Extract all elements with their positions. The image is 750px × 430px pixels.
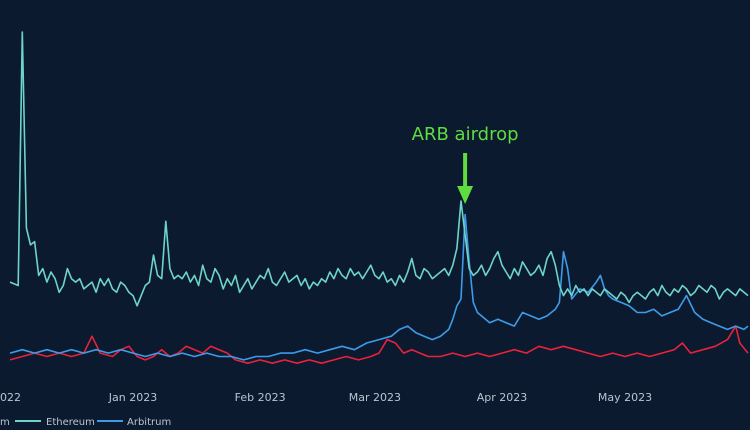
series-layer — [9, 31, 749, 365]
series-line-arbitrum — [9, 213, 749, 361]
legend: m Ethereum Arbitrum — [0, 417, 171, 428]
x-axis: 022 Jan 2023 Feb 2023 Mar 2023 Apr 2023 May 2… — [0, 391, 652, 404]
legend-label[interactable]: m — [0, 417, 10, 428]
series-line-optimism — [9, 325, 749, 365]
legend-label[interactable]: Ethereum — [46, 417, 95, 428]
x-tick-label: Jan 2023 — [108, 391, 157, 404]
x-tick-label: Apr 2023 — [477, 391, 528, 404]
x-tick-label: Feb 2023 — [235, 391, 286, 404]
series-line-ethereum — [9, 31, 749, 307]
x-tick-label: May 2023 — [598, 391, 652, 404]
annotation: ARB airdrop — [412, 124, 519, 204]
x-tick-label: Mar 2023 — [349, 391, 401, 404]
legend-label[interactable]: Arbitrum — [127, 417, 171, 428]
annotation-label: ARB airdrop — [412, 124, 519, 145]
annotation-arrow-head — [457, 186, 474, 204]
x-tick-label: 022 — [0, 391, 21, 404]
